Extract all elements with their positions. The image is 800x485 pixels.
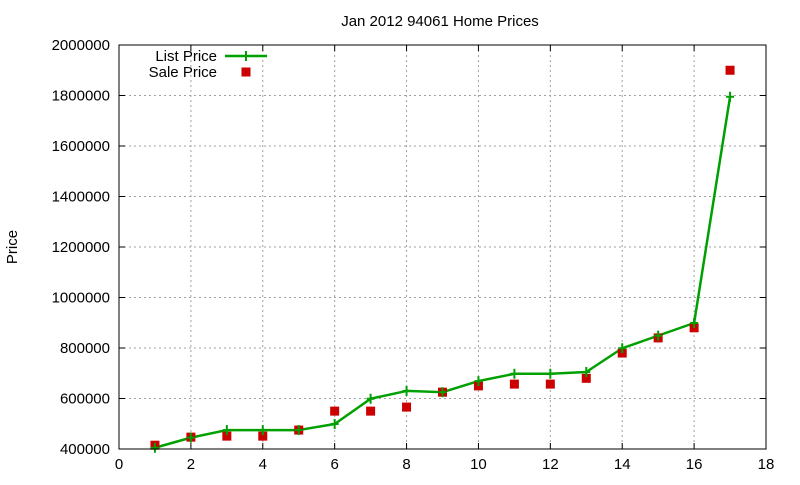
y-tick-label: 2000000 bbox=[52, 37, 110, 54]
y-tick-label: 400000 bbox=[60, 441, 110, 458]
x-tick-label: 2 bbox=[187, 456, 195, 473]
x-tick-label: 4 bbox=[259, 456, 267, 473]
square-marker-icon bbox=[545, 379, 555, 389]
plot-frame bbox=[118, 44, 767, 450]
x-tick-label: 14 bbox=[614, 456, 631, 473]
square-marker-icon bbox=[509, 379, 519, 389]
y-tick-label: 1600000 bbox=[52, 138, 110, 155]
y-tick-label: 800000 bbox=[60, 340, 110, 357]
plus-marker-icon bbox=[438, 387, 447, 398]
x-tick-label: 16 bbox=[686, 456, 703, 473]
y-axis-label: Price bbox=[4, 230, 21, 264]
x-tick-label: 6 bbox=[330, 456, 338, 473]
plus-marker-icon bbox=[582, 366, 591, 377]
plus-marker-icon bbox=[510, 368, 519, 379]
x-tick-label: 8 bbox=[402, 456, 410, 473]
y-tick-label: 600000 bbox=[60, 391, 110, 408]
plus-marker-icon bbox=[258, 425, 267, 436]
y-tick-label: 1000000 bbox=[52, 290, 110, 307]
plus-marker-icon bbox=[294, 425, 303, 436]
axis-ticks: 0 2 4 6 8 10 12 14 16 18 400000 600000 800000 1000000… bbox=[52, 37, 775, 473]
plus-marker-icon bbox=[654, 330, 663, 341]
plus-marker-icon bbox=[690, 318, 699, 329]
square-marker-icon bbox=[366, 406, 376, 416]
plus-marker-icon bbox=[474, 376, 483, 387]
x-tick-label: 0 bbox=[115, 456, 123, 473]
plus-marker-icon bbox=[366, 393, 375, 404]
data-series bbox=[150, 65, 735, 453]
square-marker-icon bbox=[258, 431, 268, 441]
plus-marker-icon bbox=[726, 91, 735, 102]
square-marker-icon bbox=[330, 406, 340, 416]
legend-label-sale-price: Sale Price bbox=[149, 64, 217, 81]
square-marker-icon bbox=[402, 402, 412, 412]
square-marker-icon bbox=[241, 67, 251, 77]
plus-marker-icon bbox=[186, 432, 195, 443]
plus-marker-icon bbox=[402, 385, 411, 396]
legend-label-list-price: List Price bbox=[155, 48, 217, 65]
legend: List Price Sale Price bbox=[149, 48, 267, 81]
y-tick-label: 1400000 bbox=[52, 189, 110, 206]
x-tick-label: 10 bbox=[470, 456, 487, 473]
plus-marker-icon bbox=[222, 425, 231, 436]
y-tick-label: 1800000 bbox=[52, 88, 110, 105]
chart-title: Jan 2012 94061 Home Prices bbox=[341, 13, 539, 30]
x-tick-label: 12 bbox=[542, 456, 559, 473]
plus-marker-icon bbox=[150, 442, 159, 453]
x-tick-label: 18 bbox=[758, 456, 775, 473]
square-marker-icon bbox=[725, 65, 735, 75]
legend-line-plus-icon bbox=[225, 51, 267, 61]
plus-marker-icon bbox=[618, 343, 627, 354]
legend-square-icon bbox=[241, 67, 251, 77]
plus-marker-icon bbox=[330, 419, 339, 430]
plus-marker-icon bbox=[546, 368, 555, 379]
square-marker-icon bbox=[581, 373, 591, 383]
plus-marker-icon bbox=[242, 51, 250, 61]
square-marker-icon bbox=[222, 431, 232, 441]
y-tick-label: 1200000 bbox=[52, 239, 110, 256]
